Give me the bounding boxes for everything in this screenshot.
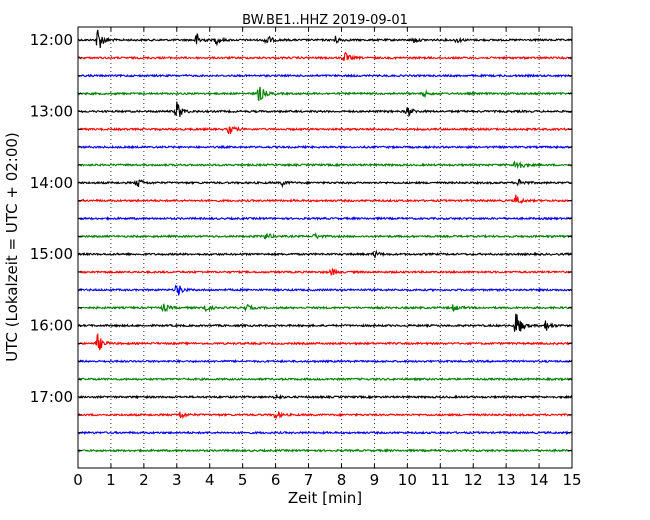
- y-tick-label: 12:00: [30, 31, 73, 49]
- trace-17:30: [77, 430, 573, 436]
- trace-16:30: [77, 359, 573, 364]
- plot-frame: [77, 26, 573, 469]
- x-axis-label: Zeit [min]: [288, 489, 362, 507]
- x-tick-label: 11: [431, 471, 450, 489]
- trace-14:45: [77, 231, 573, 240]
- chart-title: BW.BE1..HHZ 2019-09-01: [242, 13, 408, 28]
- trace-13:00: [77, 101, 573, 118]
- trace-13:45: [77, 160, 573, 170]
- trace-12:30: [77, 73, 573, 79]
- x-tick-label: 6: [271, 471, 281, 489]
- trace-17:00: [77, 393, 573, 400]
- trace-17:45: [77, 448, 573, 453]
- y-tick-label: 15:00: [30, 245, 73, 263]
- trace-16:00: [77, 313, 573, 332]
- trace-15:30: [77, 284, 573, 296]
- y-tick-label: 13:00: [30, 102, 73, 120]
- y-tick-label: 16:00: [30, 317, 73, 335]
- x-tick-label: 15: [562, 471, 581, 489]
- trace-12:15: [77, 51, 573, 61]
- y-axis-label: UTC (Lokalzeit = UTC + 02:00): [3, 132, 21, 362]
- x-tick-label: 8: [337, 471, 347, 489]
- trace-16:45: [77, 376, 573, 382]
- x-tick-label: 5: [238, 471, 248, 489]
- trace-15:15: [77, 267, 573, 276]
- x-tick-label: 13: [497, 471, 516, 489]
- x-tick-label: 7: [304, 471, 314, 489]
- y-tick-label: 17:00: [30, 388, 73, 406]
- traces: [77, 29, 573, 453]
- trace-12:45: [77, 86, 573, 102]
- trace-15:00: [77, 249, 573, 258]
- x-tick-label: 1: [106, 471, 116, 489]
- y-tick-label: 14:00: [30, 174, 73, 192]
- x-tick-label: 12: [464, 471, 483, 489]
- trace-14:30: [77, 216, 573, 221]
- x-tick-label: 3: [172, 471, 182, 489]
- trace-13:30: [77, 144, 573, 150]
- trace-12:00: [77, 29, 573, 48]
- trace-16:15: [77, 332, 573, 351]
- x-tick-label: 2: [139, 471, 149, 489]
- trace-13:15: [77, 125, 573, 135]
- trace-14:15: [77, 194, 573, 205]
- x-tick-label: 4: [205, 471, 215, 489]
- ticks: 0 1 2 3 4 5 6 7 8 9 10 11 12 13 14 1512:0013:0014:0015:…: [30, 27, 582, 489]
- x-tick-label: 0: [73, 471, 83, 489]
- trace-17:15: [77, 410, 573, 420]
- grid-lines: [110, 27, 540, 468]
- trace-15:45: [77, 303, 573, 313]
- x-tick-label: 14: [530, 471, 549, 489]
- x-tick-label: 9: [370, 471, 380, 489]
- trace-14:00: [77, 178, 573, 189]
- x-tick-label: 10: [398, 471, 417, 489]
